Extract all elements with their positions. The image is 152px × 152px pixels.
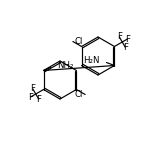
Text: F: F — [125, 35, 130, 43]
Text: Cl: Cl — [75, 90, 83, 99]
Text: Cl: Cl — [75, 37, 83, 46]
Text: F: F — [28, 93, 33, 102]
Text: NH₂: NH₂ — [58, 61, 74, 70]
Text: F: F — [36, 95, 41, 104]
Text: H₂N: H₂N — [83, 56, 99, 65]
Text: F: F — [117, 32, 122, 41]
Text: F: F — [30, 84, 35, 93]
Text: F: F — [123, 43, 128, 52]
